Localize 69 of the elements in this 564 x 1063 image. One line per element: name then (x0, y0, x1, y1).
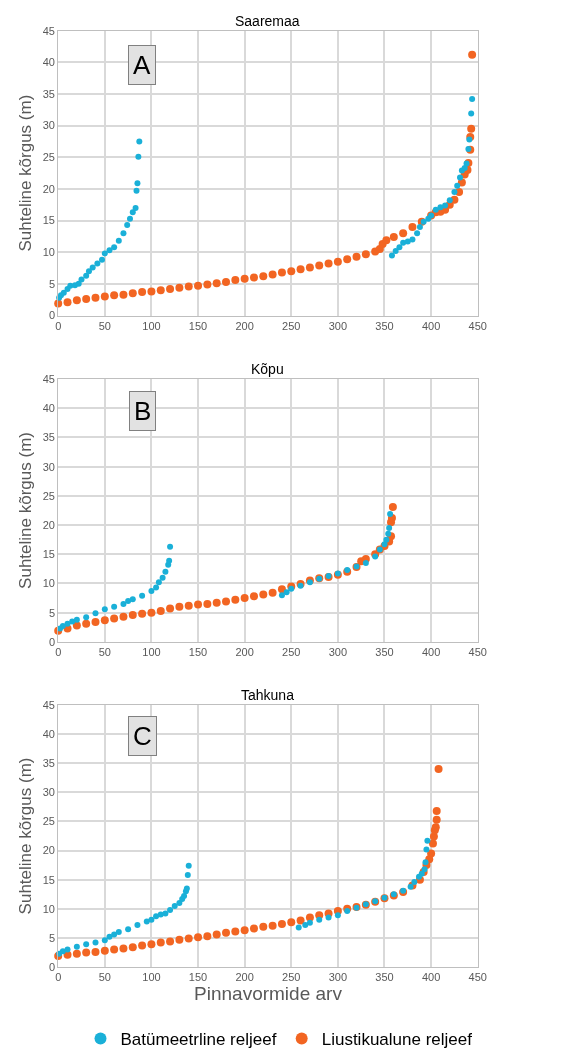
y-tick-label: 5 (48, 931, 55, 944)
y-tick-label: 25 (42, 151, 55, 164)
y-tick-label: 5 (48, 277, 55, 290)
x-tick-label: 350 (375, 319, 394, 332)
y-tick-label: 30 (42, 119, 55, 132)
x-tick-label: 100 (142, 319, 161, 332)
x-tick-label: 250 (282, 319, 301, 332)
y-tick-label: 35 (42, 431, 55, 444)
x-tick-label: 350 (375, 971, 394, 984)
y-axis-title: Suhteline kõrgus (m) (16, 432, 36, 589)
y-tick-label: 10 (42, 902, 55, 915)
y-tick-label: 30 (42, 460, 55, 473)
x-tick-label: 150 (188, 971, 208, 984)
y-tick-label: 45 (42, 372, 55, 385)
annotation: A (133, 50, 151, 80)
x-tick-label: 400 (421, 319, 441, 332)
x-tick-label: 250 (282, 971, 301, 984)
y-tick-label: 0 (48, 635, 55, 648)
y-tick-label: 20 (42, 182, 55, 195)
x-tick-label: 100 (142, 971, 161, 984)
x-tick-label: 450 (468, 971, 487, 984)
x-tick-label: 150 (188, 646, 208, 659)
annotation: B (134, 396, 152, 426)
x-tick-label: 50 (98, 319, 111, 332)
y-tick-label: 0 (48, 960, 55, 973)
y-tick-label: 40 (42, 56, 55, 69)
y-tick-label: 25 (42, 815, 55, 828)
x-tick-label: 450 (468, 646, 487, 659)
chart-title: Kõpu (251, 361, 284, 377)
y-tick-label: 20 (42, 844, 55, 857)
x-axis-title: Pinnavormide arv (194, 983, 343, 1005)
y-tick-label: 45 (42, 698, 55, 711)
chart-title: Tahkuna (241, 687, 295, 703)
x-tick-label: 250 (282, 646, 301, 659)
x-tick-label: 150 (188, 319, 208, 332)
x-tick-label: 400 (421, 646, 441, 659)
annotation: C (133, 721, 152, 751)
y-tick-label: 15 (42, 548, 55, 561)
y-tick-label: 30 (42, 786, 55, 799)
y-tick-label: 15 (42, 214, 55, 227)
y-tick-label: 5 (48, 606, 55, 619)
y-tick-label: 15 (42, 873, 55, 886)
x-tick-label: 450 (468, 319, 487, 332)
y-tick-label: 35 (42, 87, 55, 100)
x-tick-label: 350 (375, 646, 394, 659)
x-tick-label: 300 (328, 646, 348, 659)
y-tick-label: 0 (48, 309, 55, 322)
y-axis-title: Suhteline kõrgus (m) (16, 757, 36, 915)
x-tick-label: 100 (142, 646, 161, 659)
y-axis-title: Suhteline kõrgus (m) (16, 94, 36, 252)
y-tick-label: 10 (42, 577, 55, 590)
y-tick-label: 20 (42, 518, 55, 531)
x-tick-label: 200 (235, 319, 254, 332)
x-tick-label: 300 (328, 971, 348, 984)
chart-title: Saaremaa (235, 13, 300, 29)
x-tick-label: 200 (235, 646, 254, 659)
x-tick-label: 50 (98, 646, 111, 659)
legend-label: Liustikualune reljeef (321, 1030, 473, 1050)
x-tick-label: 400 (421, 971, 441, 984)
x-tick-label: 300 (328, 319, 348, 332)
x-tick-label: 50 (98, 971, 111, 984)
y-tick-label: 25 (42, 489, 55, 502)
x-tick-label: 200 (235, 971, 254, 984)
legend-label: Batümeetrline reljeef (120, 1030, 277, 1050)
y-tick-label: 40 (42, 727, 55, 740)
y-tick-label: 35 (42, 757, 55, 770)
y-tick-label: 45 (42, 24, 55, 37)
y-tick-label: 40 (42, 402, 55, 415)
y-tick-label: 10 (42, 246, 55, 259)
